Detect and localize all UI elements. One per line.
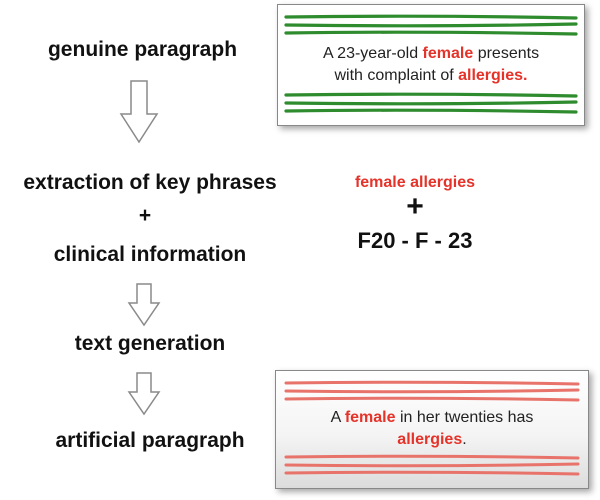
down-arrow-icon xyxy=(127,283,161,327)
combine-plus: + xyxy=(406,190,424,223)
key-phrases-label: female allergies xyxy=(354,174,476,191)
artificial-paragraph-card: A female in her twenties has allergies. xyxy=(275,370,589,489)
genuine-paragraph-card: A 23-year-old female presents with compl… xyxy=(277,4,585,126)
step-artificial-paragraph: artificial paragraph xyxy=(55,429,245,452)
step-clinical-information: clinical information xyxy=(53,243,247,266)
down-arrow-icon xyxy=(127,372,161,416)
step-genuine-paragraph: genuine paragraph xyxy=(47,38,238,61)
step-text-generation: text generation xyxy=(74,332,226,355)
genuine-paragraph-text: A 23-year-old female presents with compl… xyxy=(322,45,540,84)
step-extraction-key-phrases: extraction of key phrases xyxy=(23,171,277,194)
artificial-paragraph-text: A female in her twenties has allergies. xyxy=(330,409,534,448)
down-arrow-icon xyxy=(119,80,159,144)
clinical-code: F20 - F - 23 xyxy=(357,228,473,253)
step-plus: + xyxy=(138,204,152,227)
